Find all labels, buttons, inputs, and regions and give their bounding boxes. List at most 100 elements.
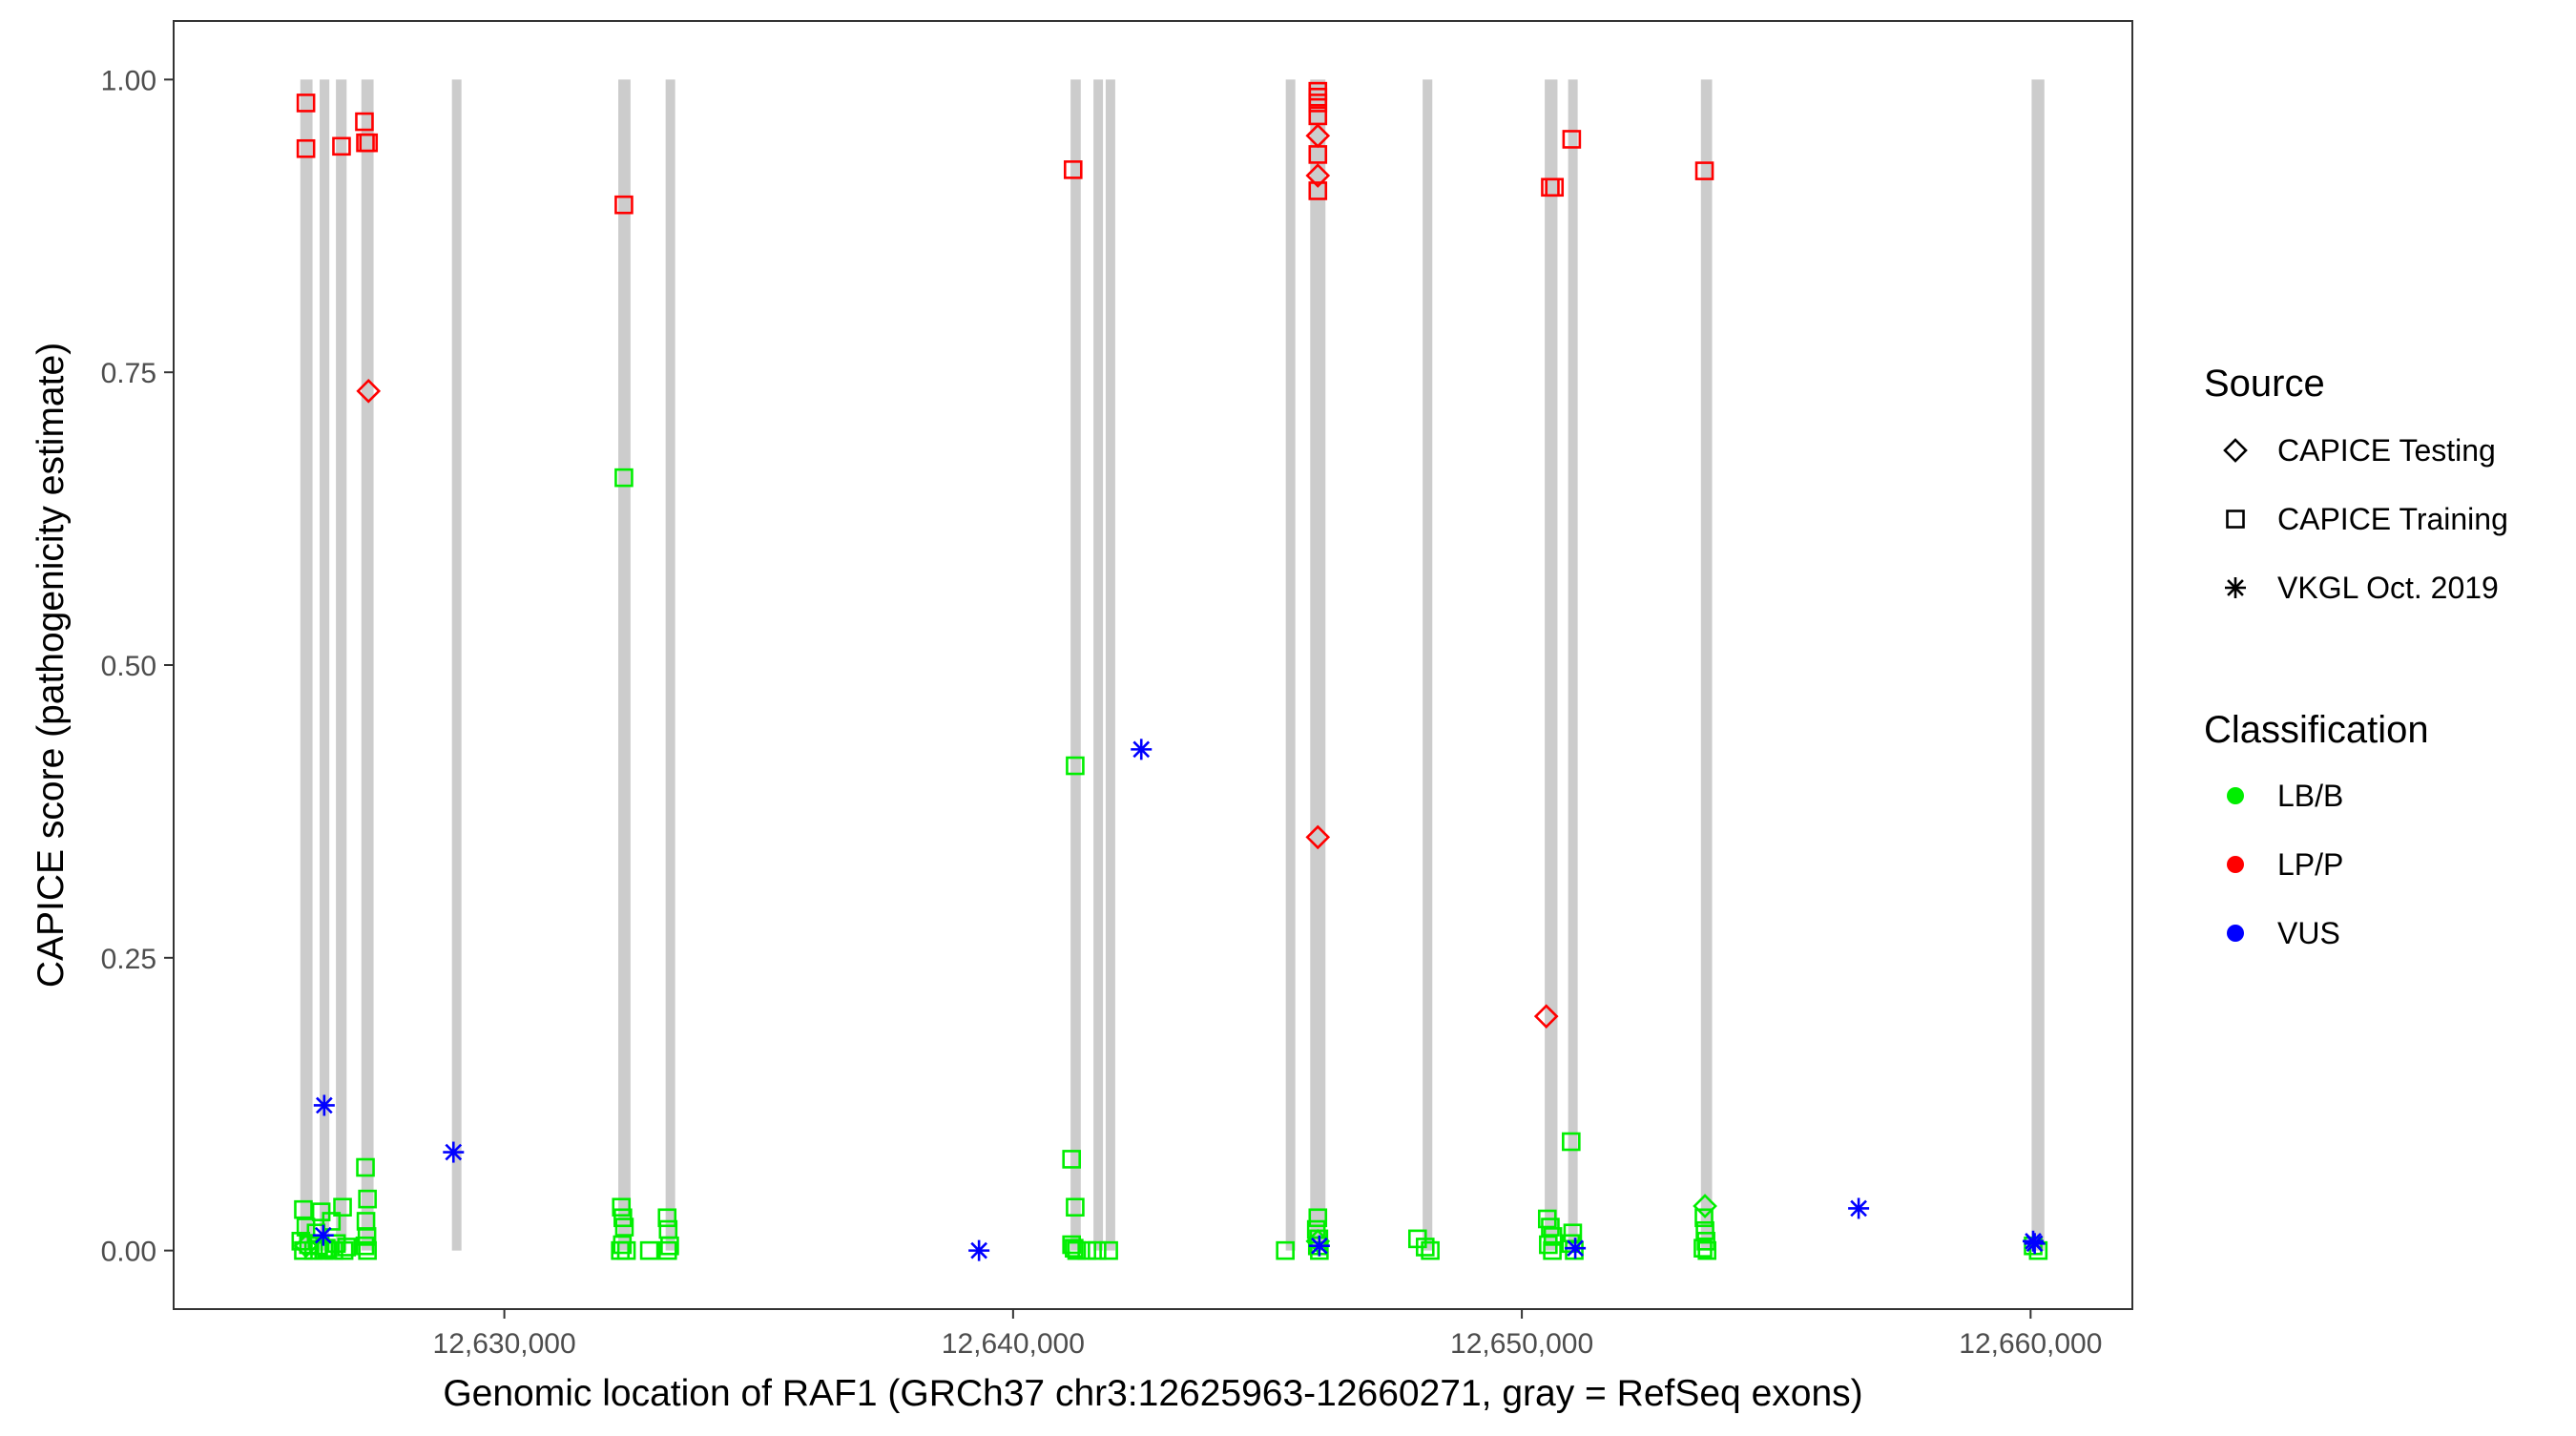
exon-bar	[1070, 79, 1081, 1251]
exons-layer	[300, 79, 2045, 1251]
exon-bar	[300, 79, 313, 1251]
exon-bar	[1423, 79, 1433, 1251]
exon-bar	[618, 79, 631, 1251]
exon-bar	[320, 79, 330, 1251]
data-point	[313, 1094, 335, 1116]
data-point	[312, 1224, 334, 1246]
data-point	[614, 1217, 634, 1237]
data-point	[1305, 123, 1331, 149]
data-point	[657, 1240, 677, 1260]
data-point	[355, 1236, 375, 1256]
data-point	[1088, 1240, 1107, 1260]
data-point	[611, 1240, 630, 1260]
data-point	[1067, 1240, 1087, 1260]
y-tick-label: 0.75	[101, 358, 156, 389]
data-point	[1697, 1240, 1717, 1260]
legend-class-key	[2227, 925, 2244, 942]
exon-bar	[1310, 79, 1326, 1251]
data-point	[294, 1199, 313, 1219]
x-axis: 12,630,000 12,640,000 12,650,000 12,660,000	[433, 1309, 2102, 1360]
data-point	[1066, 1197, 1085, 1217]
legend-class-label: LP/P	[2277, 847, 2343, 882]
x-tick-label: 12,640,000	[942, 1328, 1085, 1360]
legend-source-label: VKGL Oct. 2019	[2277, 571, 2499, 605]
exon-bar	[361, 79, 374, 1251]
data-point	[1693, 1194, 1717, 1218]
data-point	[1565, 1238, 1587, 1259]
y-tick-label: 0.50	[101, 651, 156, 682]
data-point	[1543, 1240, 1562, 1260]
legend-classification-title: Classification	[2204, 709, 2429, 751]
legend: Source Classification CAPICE Testing CAPI…	[2204, 363, 2508, 950]
data-point	[613, 1208, 633, 1228]
exon-bar	[451, 79, 462, 1251]
data-point	[1305, 163, 1331, 188]
data-point	[1062, 1150, 1081, 1169]
data-point	[1066, 756, 1085, 776]
data-point	[1562, 1132, 1581, 1152]
data-point	[355, 112, 374, 132]
data-point	[1063, 160, 1083, 179]
y-axis: 0.00 0.25 0.50 0.75 1.00	[101, 65, 174, 1268]
x-tick-label: 12,630,000	[433, 1328, 576, 1360]
y-tick-label: 0.25	[101, 944, 156, 975]
exon-bar	[1285, 79, 1296, 1251]
data-point	[613, 1235, 633, 1255]
y-axis-title: CAPICE score (pathogenicity estimate)	[31, 343, 72, 988]
y-tick-label: 0.00	[101, 1237, 156, 1268]
data-point	[1131, 739, 1153, 760]
legend-class-label: LB/B	[2277, 779, 2343, 813]
data-point	[1539, 1235, 1558, 1255]
legend-source-key	[2223, 438, 2248, 463]
legend-source-key	[2226, 510, 2245, 529]
data-point	[296, 138, 316, 158]
legend-class-key	[2227, 856, 2244, 873]
data-point	[2024, 1233, 2046, 1255]
data-point	[612, 1197, 632, 1217]
data-point	[356, 378, 382, 404]
data-point	[1694, 161, 1714, 180]
data-point	[1305, 1228, 1331, 1254]
data-point	[1695, 1220, 1714, 1240]
data-point	[358, 1240, 377, 1260]
data-point	[639, 1240, 659, 1260]
exon-bar	[1105, 79, 1115, 1251]
data-point	[293, 1233, 319, 1259]
exon-bar	[1700, 79, 1713, 1251]
data-point	[358, 1189, 377, 1209]
legend-class-label: VUS	[2277, 916, 2340, 950]
data-point	[657, 1208, 677, 1228]
data-point	[1694, 1208, 1714, 1228]
data-point	[614, 468, 634, 488]
data-point	[356, 1157, 375, 1177]
x-axis-title: Genomic location of RAF1 (GRCh37 chr3:12…	[443, 1373, 1862, 1414]
data-point	[334, 1240, 354, 1260]
data-point	[443, 1141, 465, 1163]
exon-bar	[1545, 79, 1558, 1251]
points-layer	[291, 81, 2048, 1261]
data-point	[1562, 130, 1582, 149]
data-point	[660, 1236, 679, 1256]
exon-bar	[1568, 79, 1578, 1251]
data-point	[357, 1227, 377, 1246]
data-point	[359, 133, 379, 153]
data-point	[332, 136, 351, 156]
data-point	[1415, 1238, 1435, 1257]
data-point	[1308, 1208, 1328, 1228]
x-tick-label: 12,650,000	[1450, 1328, 1593, 1360]
legend-source-title: Source	[2204, 363, 2325, 405]
data-point	[1308, 1235, 1330, 1257]
data-point	[1065, 1238, 1084, 1258]
legend-class-key	[2227, 787, 2244, 804]
data-point	[296, 94, 316, 113]
exon-bar	[665, 79, 675, 1251]
data-point	[1563, 1223, 1583, 1243]
data-point	[1077, 1240, 1096, 1260]
data-point	[1305, 824, 1331, 850]
data-point	[1421, 1240, 1440, 1260]
legend-source-label: CAPICE Training	[2277, 502, 2508, 536]
exon-bar	[1093, 79, 1104, 1251]
data-point	[1308, 94, 1328, 113]
legend-source-key	[2225, 577, 2246, 598]
data-point	[1099, 1240, 1118, 1260]
